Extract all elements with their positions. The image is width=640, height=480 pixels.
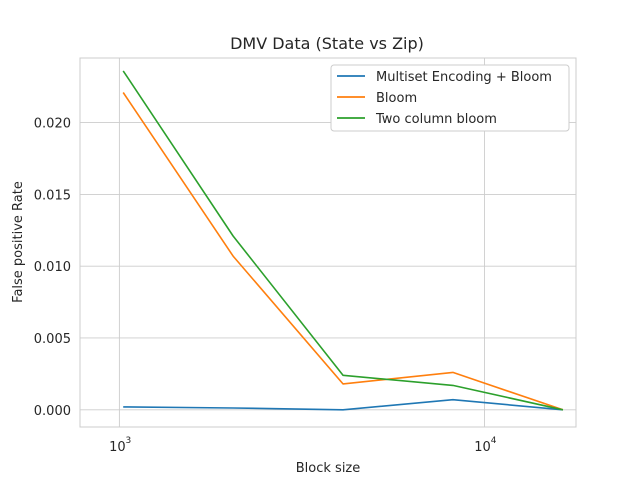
y-tick-label: 0.000	[34, 404, 71, 419]
legend-label: Bloom	[376, 91, 417, 106]
series-line-1	[123, 398, 563, 411]
x-tick-label: 10	[474, 440, 491, 455]
legend-label: Multiset Encoding + Bloom	[376, 70, 552, 85]
x-tick-exponent: 3	[126, 436, 132, 446]
y-tick-label: 0.020	[34, 117, 71, 132]
x-tick-exponent: 4	[491, 436, 497, 446]
y-tick-label: 0.015	[34, 188, 71, 203]
y-tick-labels: 0.000 0.005 0.010 0.015 0.020	[34, 117, 71, 419]
series-layer	[122, 70, 564, 411]
legend-label: Two column bloom	[375, 112, 497, 127]
chart-title: DMV Data (State vs Zip)	[230, 34, 424, 53]
y-tick-label: 0.010	[34, 260, 71, 275]
x-axis-label: Block size	[296, 461, 361, 476]
y-tick-label: 0.005	[34, 332, 71, 347]
series-line-2	[122, 92, 564, 411]
legend: Multiset Encoding + Bloom Bloom Two column…	[330, 64, 570, 132]
x-tick-label: 10	[109, 440, 126, 455]
plot-frame	[79, 57, 577, 428]
series-line-3	[122, 70, 564, 411]
legend-box	[330, 64, 570, 132]
y-axis-label: False positive Rate	[11, 181, 26, 303]
x-tick-labels: 10 3 10 4	[109, 436, 497, 455]
